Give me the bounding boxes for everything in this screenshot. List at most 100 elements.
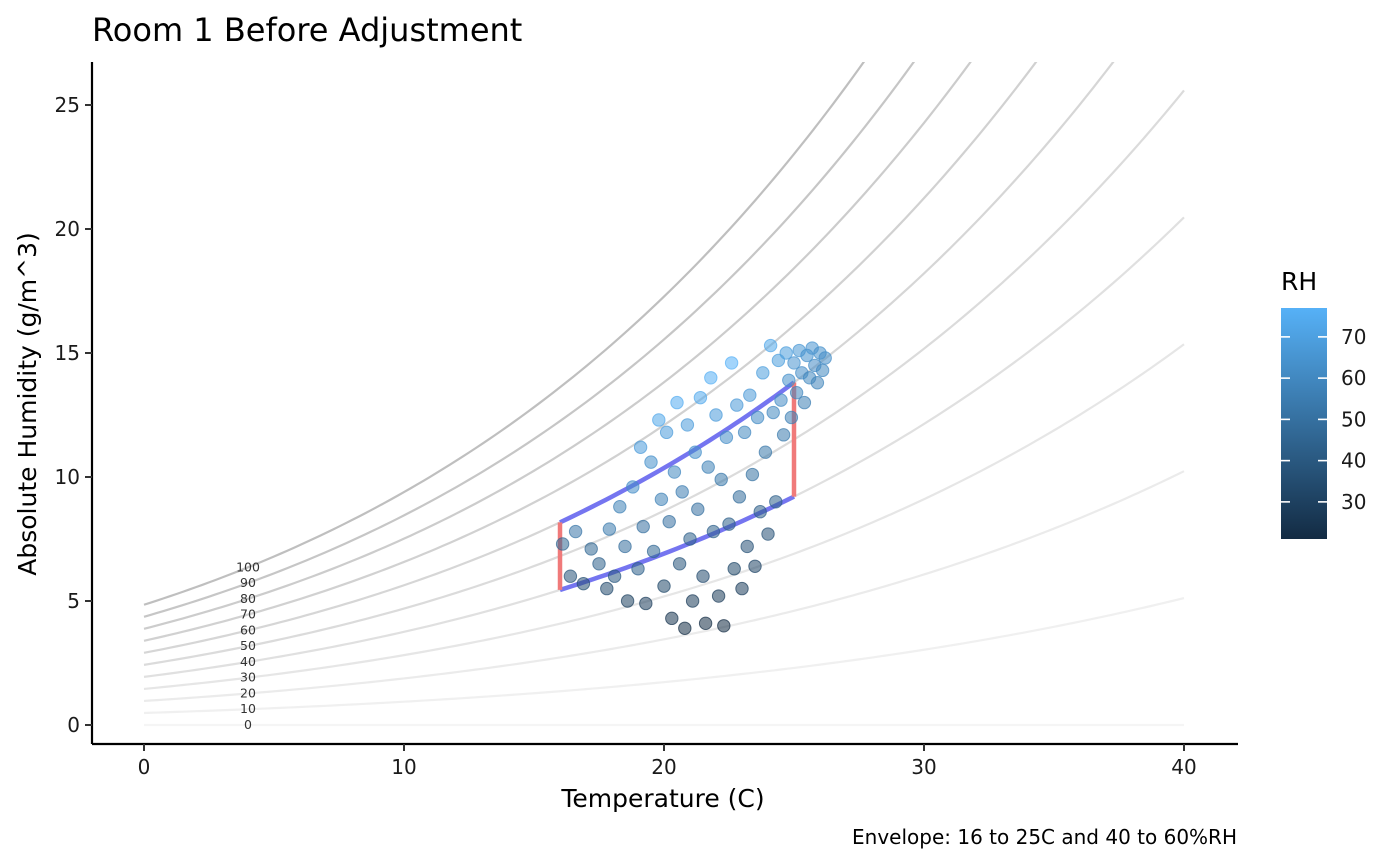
data-point xyxy=(691,502,705,516)
data-point xyxy=(563,569,578,583)
y-tick-label: 10 xyxy=(55,465,80,489)
rh-curve-label-70: 70 xyxy=(240,607,256,622)
y-ticks: 0 5 10 15 20 25 xyxy=(55,93,92,737)
data-point xyxy=(688,445,702,459)
rh-curve-70 xyxy=(143,62,1038,642)
legend-ticks: 30 40 50 60 70 xyxy=(1281,325,1366,514)
data-point xyxy=(797,395,812,410)
data-point xyxy=(670,395,684,410)
y-tick-label: 25 xyxy=(55,93,80,117)
data-point xyxy=(618,539,632,554)
data-point xyxy=(693,390,708,405)
data-point xyxy=(555,537,570,551)
data-point xyxy=(568,524,583,539)
x-tick-label: 20 xyxy=(651,755,676,779)
x-tick-label: 30 xyxy=(911,755,936,779)
data-point xyxy=(761,527,775,541)
rh-curve-30 xyxy=(143,343,1185,691)
legend-tick-label: 30 xyxy=(1341,490,1366,514)
y-tick-label: 0 xyxy=(67,713,80,737)
data-point xyxy=(659,425,674,440)
data-point xyxy=(776,428,791,442)
data-point xyxy=(717,619,731,633)
axes xyxy=(90,62,1238,746)
data-point xyxy=(722,517,736,531)
data-point xyxy=(600,581,614,596)
data-point xyxy=(737,425,752,440)
data-point xyxy=(646,544,661,559)
data-point xyxy=(750,410,765,425)
data-point xyxy=(706,524,721,539)
rh-curve-label-20: 20 xyxy=(240,685,256,700)
data-point xyxy=(756,366,770,380)
y-axis-title: Absolute Humidity (g/m^3) xyxy=(13,232,42,576)
data-point xyxy=(743,388,757,402)
envelope-rh-max-line xyxy=(559,380,796,525)
data-point xyxy=(727,562,741,576)
data-point xyxy=(810,376,825,390)
data-point xyxy=(613,500,627,514)
data-point xyxy=(665,611,679,626)
data-point xyxy=(680,418,695,432)
data-point xyxy=(789,385,804,400)
data-point xyxy=(787,356,801,370)
data-point xyxy=(815,363,830,378)
legend-title: RH xyxy=(1281,267,1317,296)
data-point xyxy=(672,557,687,571)
data-point xyxy=(732,490,747,504)
y-tick-label: 15 xyxy=(55,341,80,365)
data-point xyxy=(753,505,767,519)
rh-curve-label-30: 30 xyxy=(240,670,256,685)
data-point xyxy=(784,410,799,425)
x-tick-label: 40 xyxy=(1171,755,1196,779)
color-legend: RH 30 40 50 60 70 xyxy=(1281,267,1366,539)
data-point xyxy=(709,408,723,422)
data-point xyxy=(631,562,645,576)
data-point xyxy=(730,398,744,412)
rh-curve-100 xyxy=(143,62,866,606)
data-point xyxy=(766,405,780,420)
data-point xyxy=(576,576,591,591)
rh-curve-10 xyxy=(143,597,1185,715)
data-point xyxy=(652,413,666,427)
chart-caption: Envelope: 16 to 25C and 40 to 60%RH xyxy=(852,825,1237,849)
legend-tick-label: 40 xyxy=(1341,449,1366,473)
rh-curve-90 xyxy=(143,62,916,618)
rh-curve-label-90: 90 xyxy=(240,575,256,590)
data-point xyxy=(667,465,682,479)
rh-curve-label-40: 40 xyxy=(240,654,256,669)
data-point xyxy=(602,522,617,536)
data-point xyxy=(758,445,773,459)
data-point xyxy=(763,338,778,353)
data-point xyxy=(685,594,700,608)
data-point xyxy=(714,472,728,487)
data-point xyxy=(620,594,635,608)
data-point xyxy=(633,440,648,454)
data-point xyxy=(636,519,650,534)
data-point xyxy=(607,569,622,583)
data-point xyxy=(745,467,760,482)
x-axis-title: Temperature (C) xyxy=(560,784,764,813)
data-point xyxy=(782,373,796,387)
rh-curve-label-10: 10 xyxy=(240,701,256,716)
rh-curve-40 xyxy=(143,216,1185,678)
data-point xyxy=(701,460,715,474)
data-points xyxy=(555,338,832,635)
data-point xyxy=(724,356,739,370)
chart-title: Room 1 Before Adjustment xyxy=(92,11,522,49)
data-point xyxy=(774,393,788,407)
data-point xyxy=(696,569,710,583)
legend-tick-label: 70 xyxy=(1341,325,1366,349)
x-ticks: 0 10 20 30 40 xyxy=(138,744,1197,779)
rh-curve-label-0: 0 xyxy=(244,717,252,732)
rh-curves xyxy=(143,62,1185,727)
data-point xyxy=(719,430,734,445)
data-point xyxy=(662,514,676,529)
x-tick-label: 10 xyxy=(391,755,416,779)
rh-curve-label-100: 100 xyxy=(236,559,260,574)
rh-curve-label-50: 50 xyxy=(240,638,256,653)
data-point xyxy=(735,581,749,596)
data-point xyxy=(584,542,598,556)
